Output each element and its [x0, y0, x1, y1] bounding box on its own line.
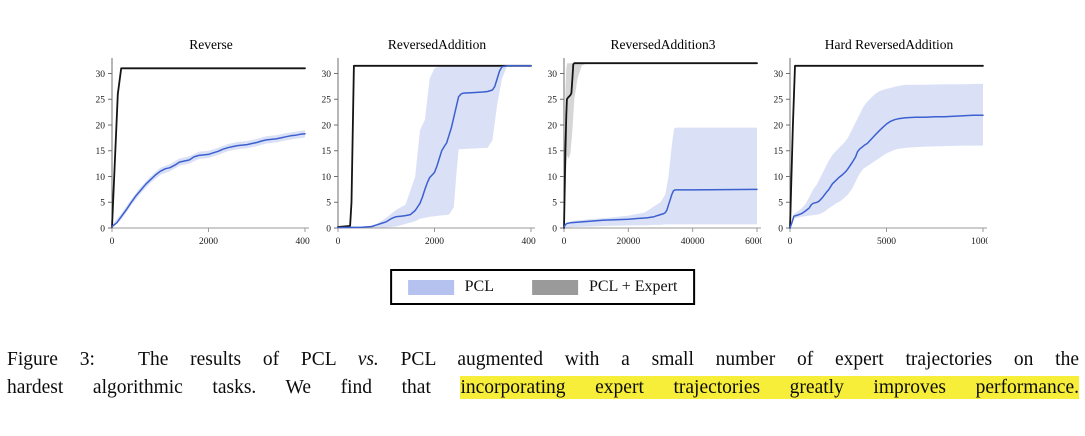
legend-label-pcl-expert: PCL + Expert — [588, 278, 678, 295]
caption-highlight: incorporating expert trajectories greatl… — [460, 376, 1079, 399]
svg-text:20000: 20000 — [616, 237, 640, 247]
chart-plot-hard-reversedaddition: 0 5 10 15 20 25 30 0 5000 10000 — [774, 58, 988, 247]
chart-hard-reversedaddition: Hard ReversedAddition 0 5 10 15 20 25 30 0 5000 1… — [762, 34, 989, 258]
chart-reverse: Reverse 0 5 10 15 20 25 30 0 2000 4000 — [84, 34, 311, 258]
svg-text:10000: 10000 — [971, 237, 988, 247]
caption-line-2: hardest algorithmic tasks. We find that … — [7, 374, 1079, 402]
legend: PCL PCL + Expert — [389, 269, 696, 305]
svg-text:25: 25 — [774, 96, 784, 106]
svg-text:30: 30 — [774, 70, 784, 80]
svg-text:20: 20 — [548, 121, 558, 131]
svg-text:15: 15 — [774, 147, 784, 157]
svg-text:30: 30 — [96, 70, 106, 80]
caption-line-1: Figure 3: The results of PCL vs. PCL aug… — [7, 346, 1079, 374]
caption-text: hardest algorithmic tasks. We find that — [7, 377, 461, 398]
caption-text: PCL augmented with a small number of exp… — [378, 349, 1079, 370]
svg-text:2000: 2000 — [199, 237, 218, 247]
svg-text:10: 10 — [322, 173, 332, 183]
svg-text:20: 20 — [96, 121, 106, 131]
svg-text:25: 25 — [322, 96, 332, 106]
svg-text:60000: 60000 — [745, 237, 762, 247]
chart-reversedaddition3: ReversedAddition3 0 5 10 15 20 25 30 0 20000 4000… — [536, 34, 763, 258]
svg-text:5: 5 — [326, 199, 331, 209]
svg-text:30: 30 — [322, 70, 332, 80]
svg-text:0: 0 — [110, 237, 115, 247]
figure-caption: Figure 3: The results of PCL vs. PCL aug… — [7, 346, 1079, 402]
svg-text:15: 15 — [548, 147, 558, 157]
svg-text:25: 25 — [96, 96, 106, 106]
chart-plot-reversedaddition: 0 5 10 15 20 25 30 0 2000 4000 — [322, 58, 537, 247]
chart-reversedaddition: ReversedAddition 0 5 10 15 20 25 30 0 2000 4000 — [310, 34, 537, 258]
legend-label-pcl: PCL — [464, 278, 494, 295]
svg-text:0: 0 — [778, 224, 783, 234]
svg-text:0: 0 — [100, 224, 105, 234]
caption-vs-italic: vs. — [357, 349, 379, 370]
svg-text:0: 0 — [788, 237, 793, 247]
chart-title-reverse: Reverse — [189, 37, 233, 52]
svg-text:0: 0 — [336, 237, 341, 247]
svg-text:2000: 2000 — [425, 237, 444, 247]
svg-text:4000: 4000 — [522, 237, 537, 247]
legend-swatch-pcl-expert — [531, 279, 578, 295]
svg-text:10: 10 — [96, 173, 106, 183]
legend-swatch-pcl — [407, 279, 454, 295]
svg-text:10: 10 — [774, 173, 784, 183]
svg-text:5: 5 — [552, 199, 557, 209]
svg-text:0: 0 — [562, 237, 567, 247]
caption-text: Figure 3: The results of PCL — [7, 349, 358, 370]
chart-title-hard-reversedaddition: Hard ReversedAddition — [824, 37, 954, 52]
svg-text:4000: 4000 — [296, 237, 311, 247]
svg-text:40000: 40000 — [681, 237, 705, 247]
legend-entry-pcl-expert: PCL + Expert — [531, 278, 678, 296]
svg-text:20: 20 — [774, 121, 784, 131]
svg-text:20: 20 — [322, 121, 332, 131]
svg-text:10: 10 — [548, 173, 558, 183]
svg-text:5: 5 — [778, 199, 783, 209]
svg-text:30: 30 — [548, 70, 558, 80]
chart-title-reversedaddition3: ReversedAddition3 — [610, 37, 716, 52]
svg-text:0: 0 — [326, 224, 331, 234]
chart-plot-reverse: 0 5 10 15 20 25 30 0 2000 4000 — [96, 58, 311, 247]
svg-text:15: 15 — [322, 147, 332, 157]
svg-text:25: 25 — [548, 96, 558, 106]
svg-text:5: 5 — [100, 199, 105, 209]
legend-entry-pcl: PCL — [407, 278, 494, 296]
charts-row: Reverse 051015202530020004000 ReversedAd… — [84, 34, 989, 258]
svg-text:0: 0 — [552, 224, 557, 234]
svg-text:15: 15 — [96, 147, 106, 157]
chart-plot-reversedaddition3: 0 5 10 15 20 25 30 0 20000 40000 60000 — [548, 58, 762, 247]
chart-title-reversedaddition: ReversedAddition — [387, 37, 487, 52]
svg-text:5000: 5000 — [877, 237, 896, 247]
